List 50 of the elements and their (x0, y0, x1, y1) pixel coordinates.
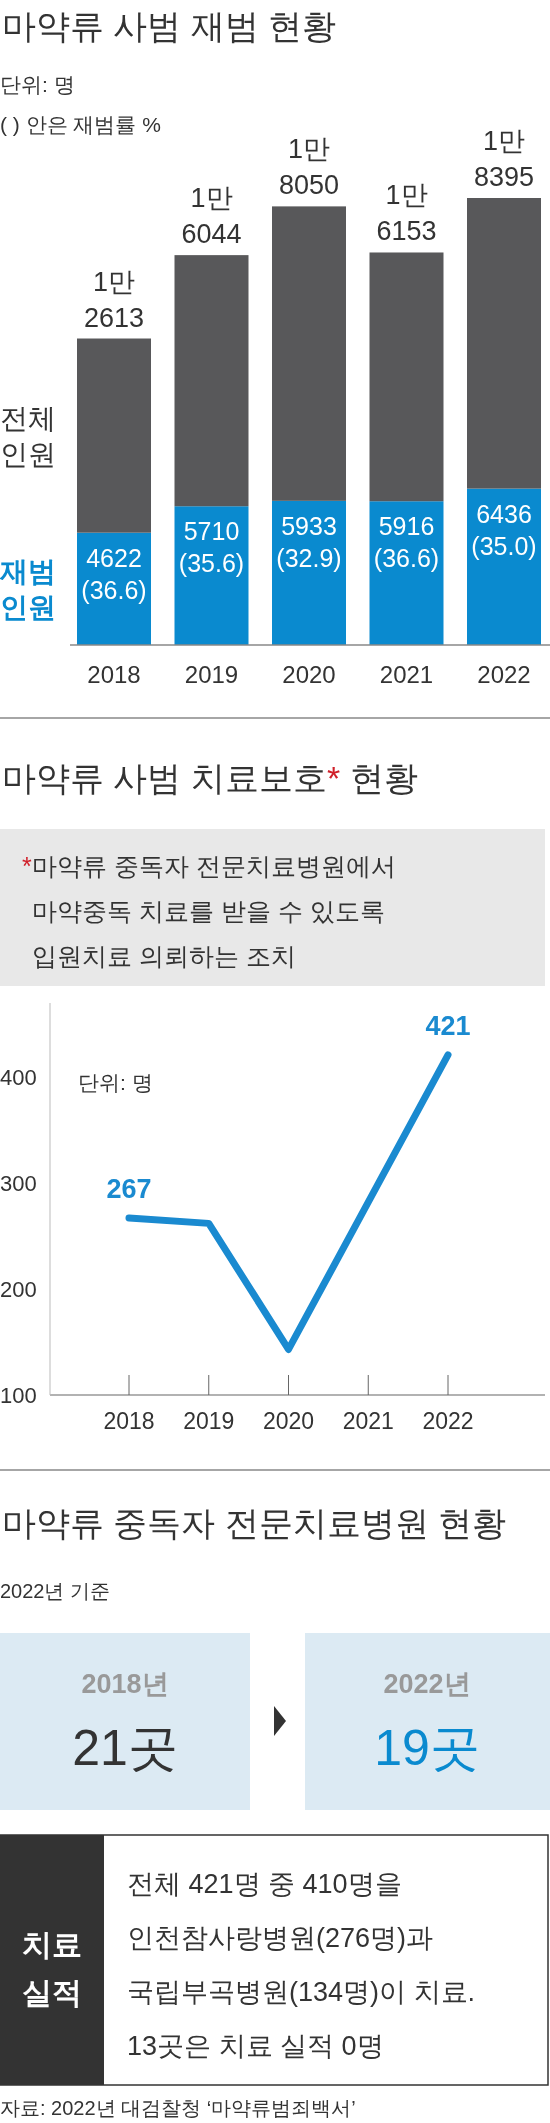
bar (174, 506, 249, 645)
x-tick-label: 2020 (282, 661, 336, 688)
text: 2022년 (383, 1669, 471, 1699)
x-tick-label: 2018 (103, 1408, 155, 1434)
data-label: 4622 (36.6) (81, 543, 147, 604)
total-label: 1만 2613 (83, 266, 145, 333)
text: 전체 421명 중 410명을 인천참사랑병원(276명)과 국립부곡병원(134명)이 치료. 13곳은 치료 실적 0명 (127, 1869, 476, 2061)
total-label: 1만 6044 (181, 183, 242, 250)
text: 자료: 2022년 대검찰청 ‘마약류범죄백서’ (0, 2097, 356, 2119)
text: ( ) 안은 재범률 % (0, 113, 161, 136)
chart-subtitle: *마약류 중독자 전문치료병원에서 마약중독 치료를 받을 수 있도록 입원치료 의뢰하는 조치 (22, 852, 396, 970)
series-label: 전체 인원 (0, 402, 56, 470)
y-tick-label: 200 (0, 1277, 37, 1303)
x-tick-label: 2021 (342, 1408, 394, 1434)
x-tick-label: 2020 (262, 1408, 315, 1434)
text: 21곳 (72, 1720, 178, 1776)
bar (467, 198, 541, 489)
text: 19곳 (374, 1720, 480, 1776)
text: 마약류 중독자 전문치료병원 현황 (2, 1504, 507, 1542)
text: 2018년 (81, 1669, 169, 1699)
y-tick-label: 400 (0, 1065, 37, 1091)
data-label: 5933 (32.9) (276, 511, 342, 572)
total-label: 1만 8050 (278, 134, 340, 201)
x-tick-label: 2022 (477, 661, 531, 688)
y-tick-label: 300 (0, 1171, 37, 1197)
y-tick-label: 100 (0, 1383, 37, 1408)
text: 단위: 명 (0, 73, 75, 96)
data-label: 5710 (35.6) (178, 517, 245, 578)
annotation: 단위: 명 (78, 1071, 153, 1094)
text: 2022년 기준 (0, 1580, 111, 1602)
bar (369, 252, 444, 502)
total-label: 1만 6153 (376, 180, 437, 247)
x-tick-label: 2019 (183, 1408, 235, 1434)
x-tick-label: 2019 (184, 661, 239, 688)
data-label: 6436 (35.0) (471, 499, 537, 560)
text: 치료 실적 (22, 1928, 82, 2009)
x-tick-label: 2022 (422, 1408, 474, 1434)
bar (467, 488, 541, 645)
data-label: 5916 (36.6) (373, 512, 440, 573)
bar (77, 338, 151, 533)
x-tick-label: 2018 (87, 661, 141, 688)
chart-title: 마약류 사범 치료보호* 현황 (2, 759, 418, 797)
chart-title: 마약류 사범 재범 현황 (2, 7, 337, 45)
x-tick-label: 2021 (379, 661, 434, 688)
series-label: 재범 인원 (0, 555, 56, 623)
bar (272, 206, 346, 501)
total-label: 1만 8395 (473, 126, 535, 192)
data-label: 421 (425, 1010, 471, 1041)
bar (174, 255, 249, 507)
data-label: 267 (106, 1174, 152, 1205)
